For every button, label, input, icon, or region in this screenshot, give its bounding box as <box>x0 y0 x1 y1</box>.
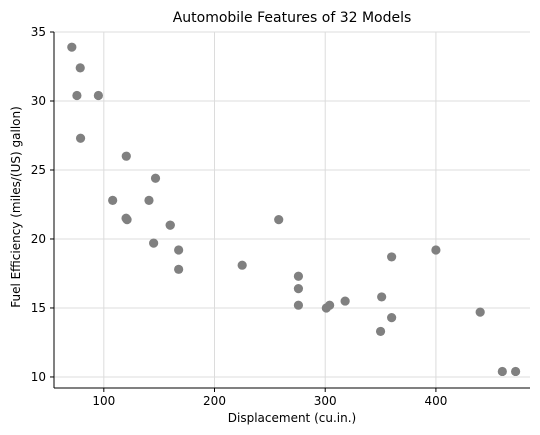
data-points <box>67 42 521 377</box>
data-point <box>72 90 82 101</box>
data-point <box>511 366 521 377</box>
data-point <box>75 63 85 73</box>
data-point <box>108 195 118 205</box>
data-point <box>122 215 132 225</box>
data-point <box>497 366 507 377</box>
y-axis-label: Fuel Efficiency (miles/(US) gallon) <box>9 106 23 308</box>
x-axis-label: Displacement (cu.in.) <box>228 411 356 425</box>
data-point <box>387 313 397 323</box>
data-point <box>144 195 154 205</box>
y-tick-label: 15 <box>31 301 46 315</box>
x-tick-label: 100 <box>92 394 115 408</box>
data-point <box>75 133 86 143</box>
data-point <box>93 90 103 101</box>
data-point <box>150 173 161 183</box>
y-tick-label: 20 <box>31 232 46 246</box>
data-point <box>293 300 304 310</box>
data-point <box>431 245 441 255</box>
axes <box>53 32 530 389</box>
y-tick-label: 30 <box>31 94 46 108</box>
data-point <box>121 151 131 161</box>
data-point <box>237 260 247 270</box>
grid-lines <box>54 31 530 388</box>
data-point <box>387 252 397 262</box>
data-point <box>149 238 159 248</box>
data-point <box>475 307 485 317</box>
data-point <box>293 284 304 294</box>
data-point <box>67 42 77 52</box>
x-tick-label: 400 <box>424 394 447 408</box>
data-point <box>174 264 184 274</box>
data-point <box>165 220 175 230</box>
data-point <box>174 245 184 255</box>
data-point <box>274 215 284 225</box>
data-point <box>340 296 350 306</box>
y-tick-label: 10 <box>31 370 46 384</box>
x-tick-label: 300 <box>314 394 337 408</box>
y-tick-label: 35 <box>31 25 46 39</box>
data-point <box>321 303 331 313</box>
data-point <box>377 292 387 302</box>
y-tick-label: 25 <box>31 163 46 177</box>
tick-marks: 100 200 300 400 10 15 20 25 30 35 <box>31 25 448 408</box>
data-point <box>375 326 386 337</box>
data-point <box>293 271 304 281</box>
chart-title: Automobile Features of 32 Models <box>173 10 412 26</box>
x-tick-label: 200 <box>203 394 226 408</box>
